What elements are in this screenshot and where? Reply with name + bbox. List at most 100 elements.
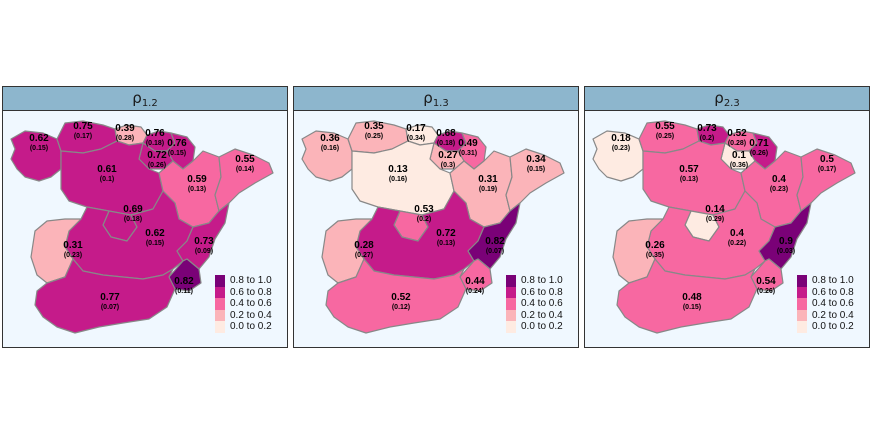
region-galicia (301, 130, 353, 182)
region-value: 0.13 (388, 164, 408, 175)
region-standard-error: (0.35) (645, 252, 665, 259)
region-value: 0.52 (391, 292, 411, 303)
legend-swatch (506, 275, 516, 287)
legend-entry: 0.2 to 0.4 (506, 309, 563, 321)
region-label-cantabria: 0.73 (0.2) (697, 124, 716, 143)
region-value: 0.82 (174, 276, 194, 287)
legend-swatch (506, 309, 516, 321)
region-value: 0.31 (63, 240, 83, 251)
region-extremadura (321, 218, 373, 284)
region-value: 0.34 (526, 154, 546, 165)
region-andalusia (325, 258, 467, 334)
region-label-murcia: 0.82 (0.11) (174, 276, 194, 296)
region-value: 0.4 (730, 228, 744, 239)
legend: 0.8 to 1.0 0.6 to 0.8 0.4 to 0.6 0.2 to 0.4… (506, 275, 563, 333)
region-standard-error: (0.34) (406, 135, 426, 142)
region-value: 0.5 (820, 154, 834, 165)
region-standard-error: (0.18) (123, 216, 143, 223)
legend-label: 0.8 to 1.0 (812, 275, 854, 287)
region-value: 0.48 (682, 292, 702, 303)
region-value: 0.18 (611, 133, 631, 144)
region-label-castilla-lamancha: 0.4 (0.22) (727, 228, 747, 248)
region-standard-error: (0.25) (364, 133, 384, 140)
region-standard-error: (0.26) (749, 150, 769, 157)
legend-swatch (506, 321, 516, 333)
region-label-castilla-lamancha: 0.62 (0.15) (145, 228, 165, 248)
region-value: 0.76 (145, 128, 165, 139)
legend-entry: 0.6 to 0.8 (506, 286, 563, 298)
region-standard-error: (0.11) (175, 288, 193, 295)
region-value: 0.82 (485, 236, 505, 247)
region-label-castilla-leon: 0.13 (0.16) (388, 164, 408, 184)
region-label-cantabria: 0.39 (0.28) (115, 123, 135, 143)
region-value: 0.69 (123, 204, 143, 215)
region-standard-error: (0.17) (817, 166, 837, 173)
region-value: 0.59 (187, 174, 207, 185)
region-label-andalusia: 0.48 (0.15) (682, 292, 702, 312)
region-value: 0.54 (756, 276, 776, 287)
region-galicia (592, 130, 644, 182)
region-value: 0.44 (465, 276, 485, 287)
region-value: 0.39 (115, 123, 135, 134)
region-value: 0.4 (772, 174, 786, 185)
region-label-madrid: 0.14 (0.29) (705, 205, 724, 224)
region-label-castilla-lamancha: 0.72 (0.13) (436, 229, 456, 248)
region-value: 0.62 (145, 228, 165, 239)
region-value: 0.28 (354, 240, 374, 251)
region-label-andalusia: 0.52 (0.12) (391, 292, 411, 312)
region-standard-error: (0.16) (388, 176, 408, 183)
legend-entry: 0.4 to 0.6 (215, 298, 272, 310)
region-standard-error: (0.07) (485, 248, 505, 255)
region-label-valencia: 0.73 (0.09) (194, 237, 213, 256)
region-label-madrid: 0.53 (0.2) (414, 205, 433, 224)
region-standard-error: (0.15) (29, 145, 49, 152)
region-standard-error: (0.18) (145, 140, 165, 147)
legend-entry: 0.0 to 0.2 (215, 321, 272, 333)
region-standard-error: (0.17) (73, 133, 93, 140)
region-standard-error: (0.13) (436, 240, 456, 247)
legend-label: 0.6 to 0.8 (812, 286, 854, 298)
region-label-valencia: 0.9 (0.03) (777, 237, 795, 256)
region-label-catalonia: 0.55 (0.14) (235, 154, 255, 174)
legend-swatch (215, 298, 225, 310)
region-standard-error: (0.12) (391, 304, 411, 311)
region-value: 0.76 (167, 138, 187, 149)
legend: 0.8 to 1.0 0.6 to 0.8 0.4 to 0.6 0.2 to 0.4… (797, 275, 854, 333)
region-value: 0.55 (235, 154, 255, 165)
region-standard-error: (0.26) (756, 288, 776, 295)
region-catalonia (505, 148, 565, 212)
region-standard-error: (0.14) (235, 166, 255, 173)
region-standard-error: (0.19) (478, 186, 498, 193)
region-label-basque: 0.76 (0.18) (145, 128, 165, 148)
map-panel-rho-1-2: ρ1.2 0.8 to 1.0 0.6 to 0.8 0.4 to 0.6 0.2 t… (2, 86, 288, 348)
region-standard-error: (0.22) (727, 240, 747, 247)
region-label-rioja: 0.1 (0.36) (729, 151, 749, 170)
legend: 0.8 to 1.0 0.6 to 0.8 0.4 to 0.6 0.2 to 0.4… (215, 275, 272, 333)
region-standard-error: (0.13) (679, 176, 699, 183)
region-value: 0.61 (97, 164, 117, 175)
region-label-rioja: 0.72 (0.26) (147, 151, 166, 170)
spain-map (10, 120, 274, 334)
legend-entry: 0.0 to 0.2 (506, 321, 563, 333)
legend-swatch (797, 298, 807, 310)
region-label-asturias: 0.35 (0.25) (364, 122, 384, 141)
region-label-asturias: 0.75 (0.17) (73, 122, 93, 141)
region-label-catalonia: 0.5 (0.17) (817, 154, 837, 174)
region-label-extremadura: 0.26 (0.35) (645, 241, 665, 260)
region-standard-error: (0.2) (416, 216, 432, 223)
region-standard-error: (0.15) (526, 166, 546, 173)
region-value: 0.77 (100, 292, 120, 303)
legend-swatch (215, 321, 225, 333)
region-label-valencia: 0.82 (0.07) (485, 236, 505, 256)
region-label-murcia: 0.54 (0.26) (756, 276, 776, 296)
legend-label: 0.4 to 0.6 (812, 298, 854, 310)
legend-label: 0.2 to 0.4 (521, 309, 563, 321)
legend-swatch (797, 286, 807, 298)
region-standard-error: (0.36) (729, 162, 749, 169)
legend-label: 0.2 to 0.4 (812, 309, 854, 321)
region-label-basque: 0.68 (0.18) (436, 129, 455, 148)
region-value: 0.62 (29, 133, 49, 144)
legend-label: 0.4 to 0.6 (521, 298, 563, 310)
region-label-galicia: 0.18 (0.23) (611, 133, 631, 153)
map-panel-rho-1-3: ρ1.3 0.8 to 1.0 0.6 to 0.8 0.4 to 0.6 0.2 t… (293, 86, 579, 348)
